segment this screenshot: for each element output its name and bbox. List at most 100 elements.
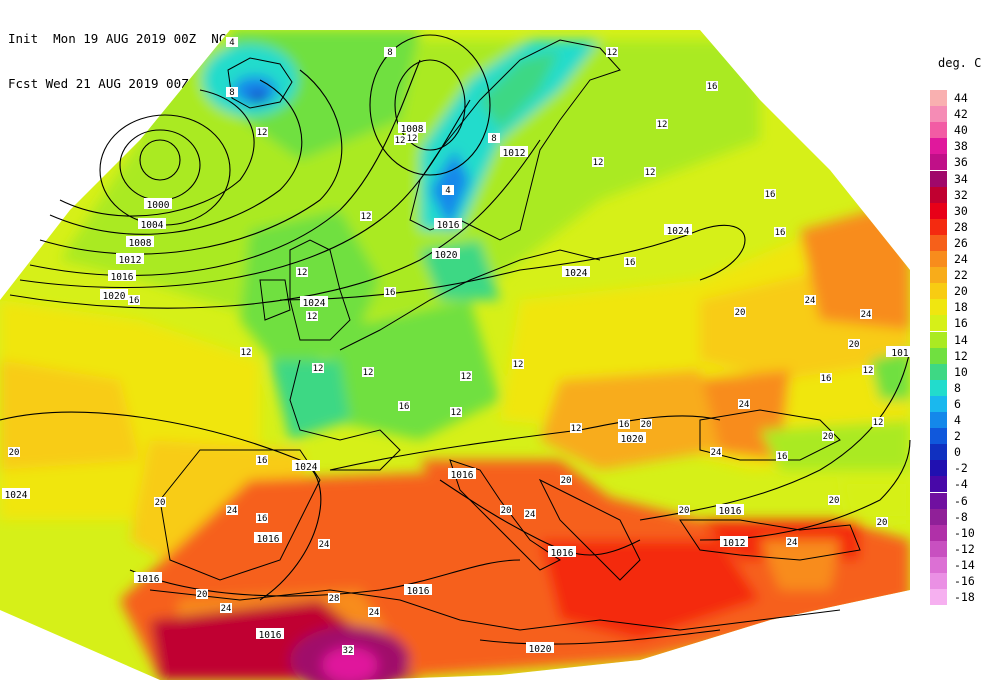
legend-label: 20 (954, 284, 968, 299)
temp-label: 4 (229, 38, 234, 48)
temp-label: 20 (501, 506, 512, 516)
forecast-map: 1000 1004 1008 1012 1016 1020 1008 1012 … (0, 30, 914, 680)
legend-swatch (930, 106, 947, 123)
legend-swatch (930, 476, 947, 493)
legend-swatch (930, 379, 947, 396)
legend-label: 6 (954, 396, 961, 411)
legend-row: 22 (930, 267, 998, 284)
temp-label: 12 (307, 312, 318, 322)
legend-row: -10 (930, 524, 998, 541)
legend-swatch (930, 170, 947, 187)
legend-swatch (930, 234, 947, 251)
temp-label: 20 (155, 498, 166, 508)
temp-label: 16 (257, 514, 268, 524)
legend-row: -16 (930, 573, 998, 589)
legend-row: 34 (930, 170, 998, 187)
temp-label: 12 (395, 136, 406, 146)
legend-label: 16 (954, 316, 968, 331)
isobar-label: 1024 (565, 268, 588, 279)
temp-label: 24 (227, 506, 238, 516)
isobar-label: 1016 (259, 630, 282, 641)
temp-label: 16 (625, 258, 636, 268)
temp-label: 20 (735, 308, 746, 318)
legend-label: -12 (954, 541, 975, 556)
legend-label: -16 (954, 574, 975, 588)
legend-label: 34 (954, 171, 968, 186)
legend-swatch (930, 589, 947, 606)
temp-label: 32 (343, 646, 354, 656)
legend-label: -4 (954, 477, 968, 492)
temp-label: 16 (619, 420, 630, 430)
isobar-label: 101 (891, 348, 908, 359)
temp-label: 20 (561, 476, 572, 486)
temp-label: 16 (129, 296, 140, 306)
temperature-labels: 4 8 12 12 12 12 16 12 8 4 12 16 12 12 16… (8, 37, 888, 656)
legend-swatch (930, 573, 947, 589)
isobar-label: 1004 (141, 220, 164, 231)
legend-label: -10 (954, 525, 975, 540)
isobar-label: 1000 (147, 200, 170, 211)
temp-label: 12 (363, 368, 374, 378)
temp-label: 8 (491, 134, 496, 144)
isobar-label: 1020 (103, 291, 126, 302)
temp-label: 12 (297, 268, 308, 278)
temp-label: 20 (9, 448, 20, 458)
legend-label: 10 (954, 364, 968, 379)
isobar-low-north-2 (369, 34, 491, 176)
legend-row: 10 (930, 363, 998, 380)
legend-row: -4 (930, 476, 998, 493)
temp-label: 24 (711, 448, 722, 458)
temp-label: 16 (821, 374, 832, 384)
legend-label: 0 (954, 445, 961, 460)
temp-label: 8 (387, 48, 392, 58)
temp-label: 24 (739, 400, 750, 410)
legend-title: deg. C (938, 56, 982, 70)
isobar-1004 (49, 79, 303, 235)
iceland-coast (227, 57, 293, 109)
isobar-1016-east (639, 349, 911, 521)
temp-label: 20 (849, 340, 860, 350)
temp-label: 20 (679, 506, 690, 516)
temp-label: 20 (197, 590, 208, 600)
legend-label: 14 (954, 332, 968, 347)
legend-swatch (930, 524, 947, 541)
legend-swatch (930, 508, 947, 525)
legend-swatch (930, 315, 947, 332)
legend-label: 42 (954, 107, 968, 122)
temp-label: 24 (805, 296, 816, 306)
isobar-label: 1020 (529, 644, 552, 655)
legend-row: 6 (930, 395, 998, 412)
temp-label: 8 (229, 88, 234, 98)
isobar-low-north (394, 59, 466, 151)
isobar-label: 1016 (719, 506, 742, 517)
isobar-label: 1008 (401, 124, 424, 135)
temp-label: 16 (765, 190, 776, 200)
temp-label: 12 (607, 48, 618, 58)
temp-label: 12 (461, 372, 472, 382)
legend-label: 24 (954, 252, 968, 266)
ireland-coast (259, 279, 291, 321)
legend-swatch (930, 138, 947, 155)
isobar-label: 1016 (437, 220, 460, 231)
legend-label: 4 (954, 413, 961, 427)
legend-label: 12 (954, 348, 968, 363)
isobar-labels: 1000 1004 1008 1012 1016 1020 1008 1012 … (2, 122, 914, 655)
temp-label: 16 (257, 456, 268, 466)
temp-label: 24 (369, 608, 380, 618)
temp-label: 4 (445, 186, 450, 196)
legend-row: 42 (930, 106, 998, 123)
temp-label: 12 (241, 348, 252, 358)
temp-label: 20 (877, 518, 888, 528)
legend-row: 36 (930, 154, 998, 171)
legend-swatch (930, 251, 947, 267)
isobar-label: 1024 (303, 298, 326, 309)
temp-label: 12 (257, 128, 268, 138)
isobars (0, 34, 911, 645)
isobar-1016 (19, 99, 471, 289)
legend-row: 24 (930, 251, 998, 267)
legend-label: -8 (954, 509, 968, 524)
isobar-label: 1012 (723, 538, 746, 549)
temp-label: 16 (707, 82, 718, 92)
isobar-label: 1024 (667, 226, 690, 237)
legend-swatch (930, 331, 947, 348)
